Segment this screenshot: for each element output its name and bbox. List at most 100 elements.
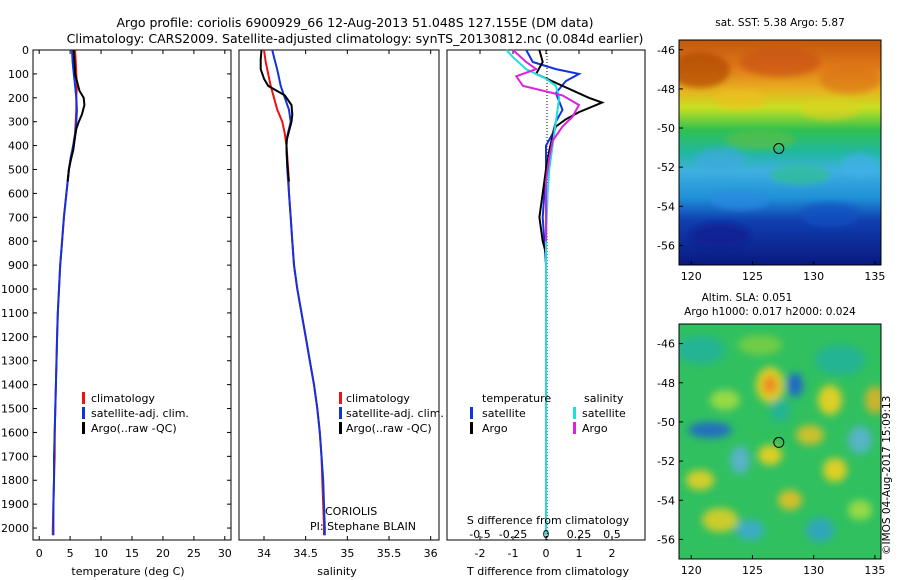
latitude-tick-label: -54 [657,200,675,213]
x-tick-label: 34.5 [293,547,318,560]
x-tick-label: 0 [543,547,550,560]
salinity-panel: 34 34.5 35 35.5 36 salinity climatology sate… [238,49,444,578]
difference-x-axis: -2 -1 0 1 2 [475,50,616,560]
sst-map-axes: 120 125 130 135 -46 -48 -50 -52 -54 -56 [657,44,885,283]
sla-map-panel: Altim. SLA: 0.051 Argo h1000: 0.017 h200… [657,292,885,577]
depth-tick-label: 1400 [1,379,29,392]
sst-map-title: sat. SST: 5.38 Argo: 5.87 [715,17,845,29]
header-line-1: Argo profile: coriolis 6900929_66 12-Aug… [116,15,593,30]
sla-map-axes: 120 125 130 135 -46 -48 -50 -52 -54 -56 [657,338,885,577]
difference-series [505,49,605,536]
s-difference-tick-labels: -0.5 -0.25 0 0.25 0.5 [469,528,620,541]
argo-position-marker [773,436,785,448]
series-line [66,49,86,182]
x-tick-label: 10 [94,547,108,560]
pi-note: PI: Stephane BLAIN [310,520,416,533]
x-tick-label: -2 [475,547,486,560]
longitude-tick-label: 125 [742,270,763,283]
x-tick-label: 2 [609,547,616,560]
latitude-tick-label: -48 [657,83,675,96]
temperature-series [51,49,86,536]
x-tick-label: 0 [36,547,43,560]
legend-label-argo: Argo(..raw -QC) [91,422,177,435]
x-tick-label: 30 [218,547,232,560]
header-line-2: Climatology: CARS2009. Satellite-adjuste… [67,31,644,46]
s-tick-label: 0.25 [567,528,592,541]
latitude-tick-label: -46 [657,338,675,351]
latitude-tick-label: -52 [657,161,675,174]
depth-tick-label: 0 [22,44,29,57]
legend-label-climatology: climatology [346,392,410,405]
sla-map-frame [678,323,882,560]
legend-label-satellite: satellite-adj. clim. [91,407,189,420]
sla-map-title: Altim. SLA: 0.051 [702,292,793,304]
depth-tick-label: 1700 [1,450,29,463]
sla-field [679,324,881,559]
temperature-x-axis: 0 5 10 15 20 25 30 [36,50,232,560]
series-line [259,49,294,182]
longitude-tick-label: 130 [803,270,824,283]
longitude-tick-label: 120 [681,270,702,283]
data-center-note: CORIOLIS [325,505,377,518]
s-tick-label: 0.5 [603,528,621,541]
s-tick-label: -0.25 [499,528,527,541]
sst-field [679,40,881,265]
longitude-tick-label: 135 [864,564,885,577]
x-tick-label: 20 [156,547,170,560]
legend-label-argo: Argo(..raw -QC) [346,422,432,435]
depth-tick-label: 1100 [1,307,29,320]
longitude-tick-label: 135 [864,270,885,283]
salinity-plot-frame [238,49,440,541]
salinity-x-axis: 34 34.5 35 35.5 36 [257,50,438,560]
s-tick-label: 0 [543,528,550,541]
x-tick-label: -1 [508,547,519,560]
s-tick-label: -0.5 [469,528,490,541]
depth-tick-label: 600 [8,187,29,200]
salinity-series [259,49,326,536]
depth-tick-label: 900 [8,259,29,272]
legend-label-temp-argo: Argo [482,422,508,435]
legend-swatch-temp-satellite [470,407,473,419]
latitude-tick-label: -46 [657,44,675,57]
depth-tick-label: 1800 [1,474,29,487]
legend-swatch-climatology [339,392,342,404]
legend-swatch-climatology [82,392,85,404]
depth-tick-label: 300 [8,116,29,129]
sst-map-panel: sat. SST: 5.38 Argo: 5.87 120 125 130 135 -4… [657,17,885,283]
legend-label-sal-argo: Argo [582,422,608,435]
depth-tick-label: 100 [8,68,29,81]
legend-swatch-argo [82,422,85,434]
latitude-tick-label: -50 [657,416,675,429]
sla-map-subtitle: Argo h1000: 0.017 h2000: 0.024 [684,306,856,318]
series-line [271,49,326,536]
x-tick-label: 34 [257,547,271,560]
latitude-tick-label: -52 [657,455,675,468]
s-difference-label: S difference from climatology [467,514,630,527]
depth-tick-label: 400 [8,140,29,153]
x-tick-label: 5 [67,547,74,560]
temperature-legend: climatology satellite-adj. clim. Argo(..… [82,392,189,435]
legend-swatch-sal-satellite [573,407,576,419]
depth-tick-label: 1500 [1,403,29,416]
longitude-tick-label: 130 [803,564,824,577]
depth-tick-label: 1600 [1,426,29,439]
difference-panel: -2 -1 0 1 2 S difference from climatology -0… [446,49,646,578]
legend-swatch-temp-argo [470,422,473,434]
argo-position-marker [773,143,785,154]
legend-swatch-sal-argo [573,422,576,434]
depth-tick-label: 2000 [1,522,29,535]
legend-label-sal-satellite: satellite [582,407,626,420]
latitude-tick-label: -50 [657,122,675,135]
sst-map-frame [678,39,882,266]
salinity-legend: climatology satellite-adj. clim. Argo(..… [339,392,444,435]
depth-tick-label: 1300 [1,355,29,368]
x-tick-label: 25 [187,547,201,560]
x-tick-label: 35 [340,547,354,560]
depth-tick-label: 1900 [1,498,29,511]
difference-legend: temperature salinity satellite Argo sate… [470,392,626,435]
legend-swatch-satellite [339,407,342,419]
temperature-x-label: temperature (deg C) [71,565,184,578]
depth-tick-label: 700 [8,211,29,224]
salinity-x-label: salinity [317,565,357,578]
legend-swatch-argo [339,422,342,434]
